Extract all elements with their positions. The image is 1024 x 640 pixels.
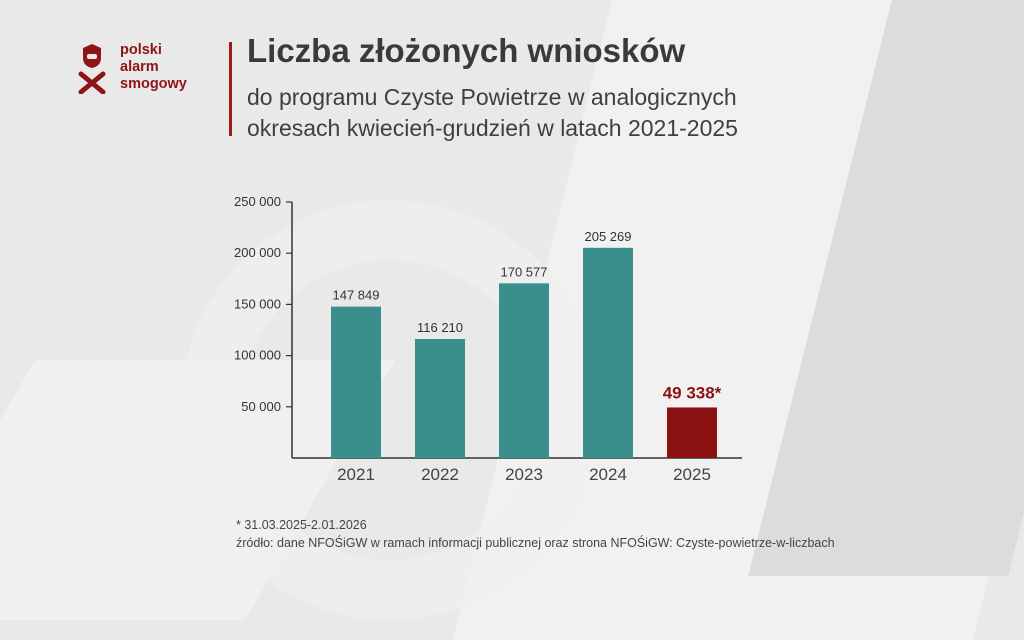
footnote-date-range: * 31.03.2025-2.01.2026 xyxy=(236,518,367,532)
y-tick-label: 150 000 xyxy=(234,296,281,311)
footnotes: * 31.03.2025-2.01.2026 źródło: dane NFOŚ… xyxy=(236,516,835,552)
title-divider xyxy=(229,42,232,136)
brand-logo: polski alarm smogowy xyxy=(78,42,218,102)
x-tick-label: 2023 xyxy=(505,465,543,484)
data-label: 116 210 xyxy=(417,320,463,335)
data-label: 147 849 xyxy=(333,288,380,303)
y-tick-label: 50 000 xyxy=(241,399,281,414)
y-tick-label: 100 000 xyxy=(234,348,281,363)
bar xyxy=(415,339,465,458)
brand-name: polski alarm smogowy xyxy=(120,42,187,93)
subtitle-line: do programu Czyste Powietrze w analogicz… xyxy=(247,84,737,110)
bar xyxy=(331,306,381,458)
page-subtitle: do programu Czyste Powietrze w analogicz… xyxy=(247,82,738,144)
x-tick-label: 2025 xyxy=(673,465,711,484)
footnote-source: źródło: dane NFOŚiGW w ramach informacji… xyxy=(236,536,835,550)
data-label: 49 338* xyxy=(663,383,722,402)
brand-line: alarm xyxy=(120,59,159,75)
x-tick-label: 2024 xyxy=(589,465,627,484)
brand-line: smogowy xyxy=(120,76,187,92)
y-tick-label: 250 000 xyxy=(234,194,281,209)
data-label: 205 269 xyxy=(585,229,632,244)
mask-icon xyxy=(78,44,106,94)
bar-chart: 50 000 100 000 150 000 200 000 250 000 147 84… xyxy=(234,194,742,484)
bar xyxy=(667,407,717,458)
subtitle-line: okresach kwiecień-grudzień w latach 2021… xyxy=(247,115,738,141)
y-tick-label: 200 000 xyxy=(234,245,281,260)
bar xyxy=(583,247,633,458)
x-tick-label: 2022 xyxy=(421,465,459,484)
page-title: Liczba złożonych wniosków xyxy=(247,32,686,69)
bar xyxy=(499,283,549,458)
x-tick-label: 2021 xyxy=(337,465,375,484)
brand-line: polski xyxy=(120,42,162,58)
data-label: 170 577 xyxy=(501,264,548,279)
